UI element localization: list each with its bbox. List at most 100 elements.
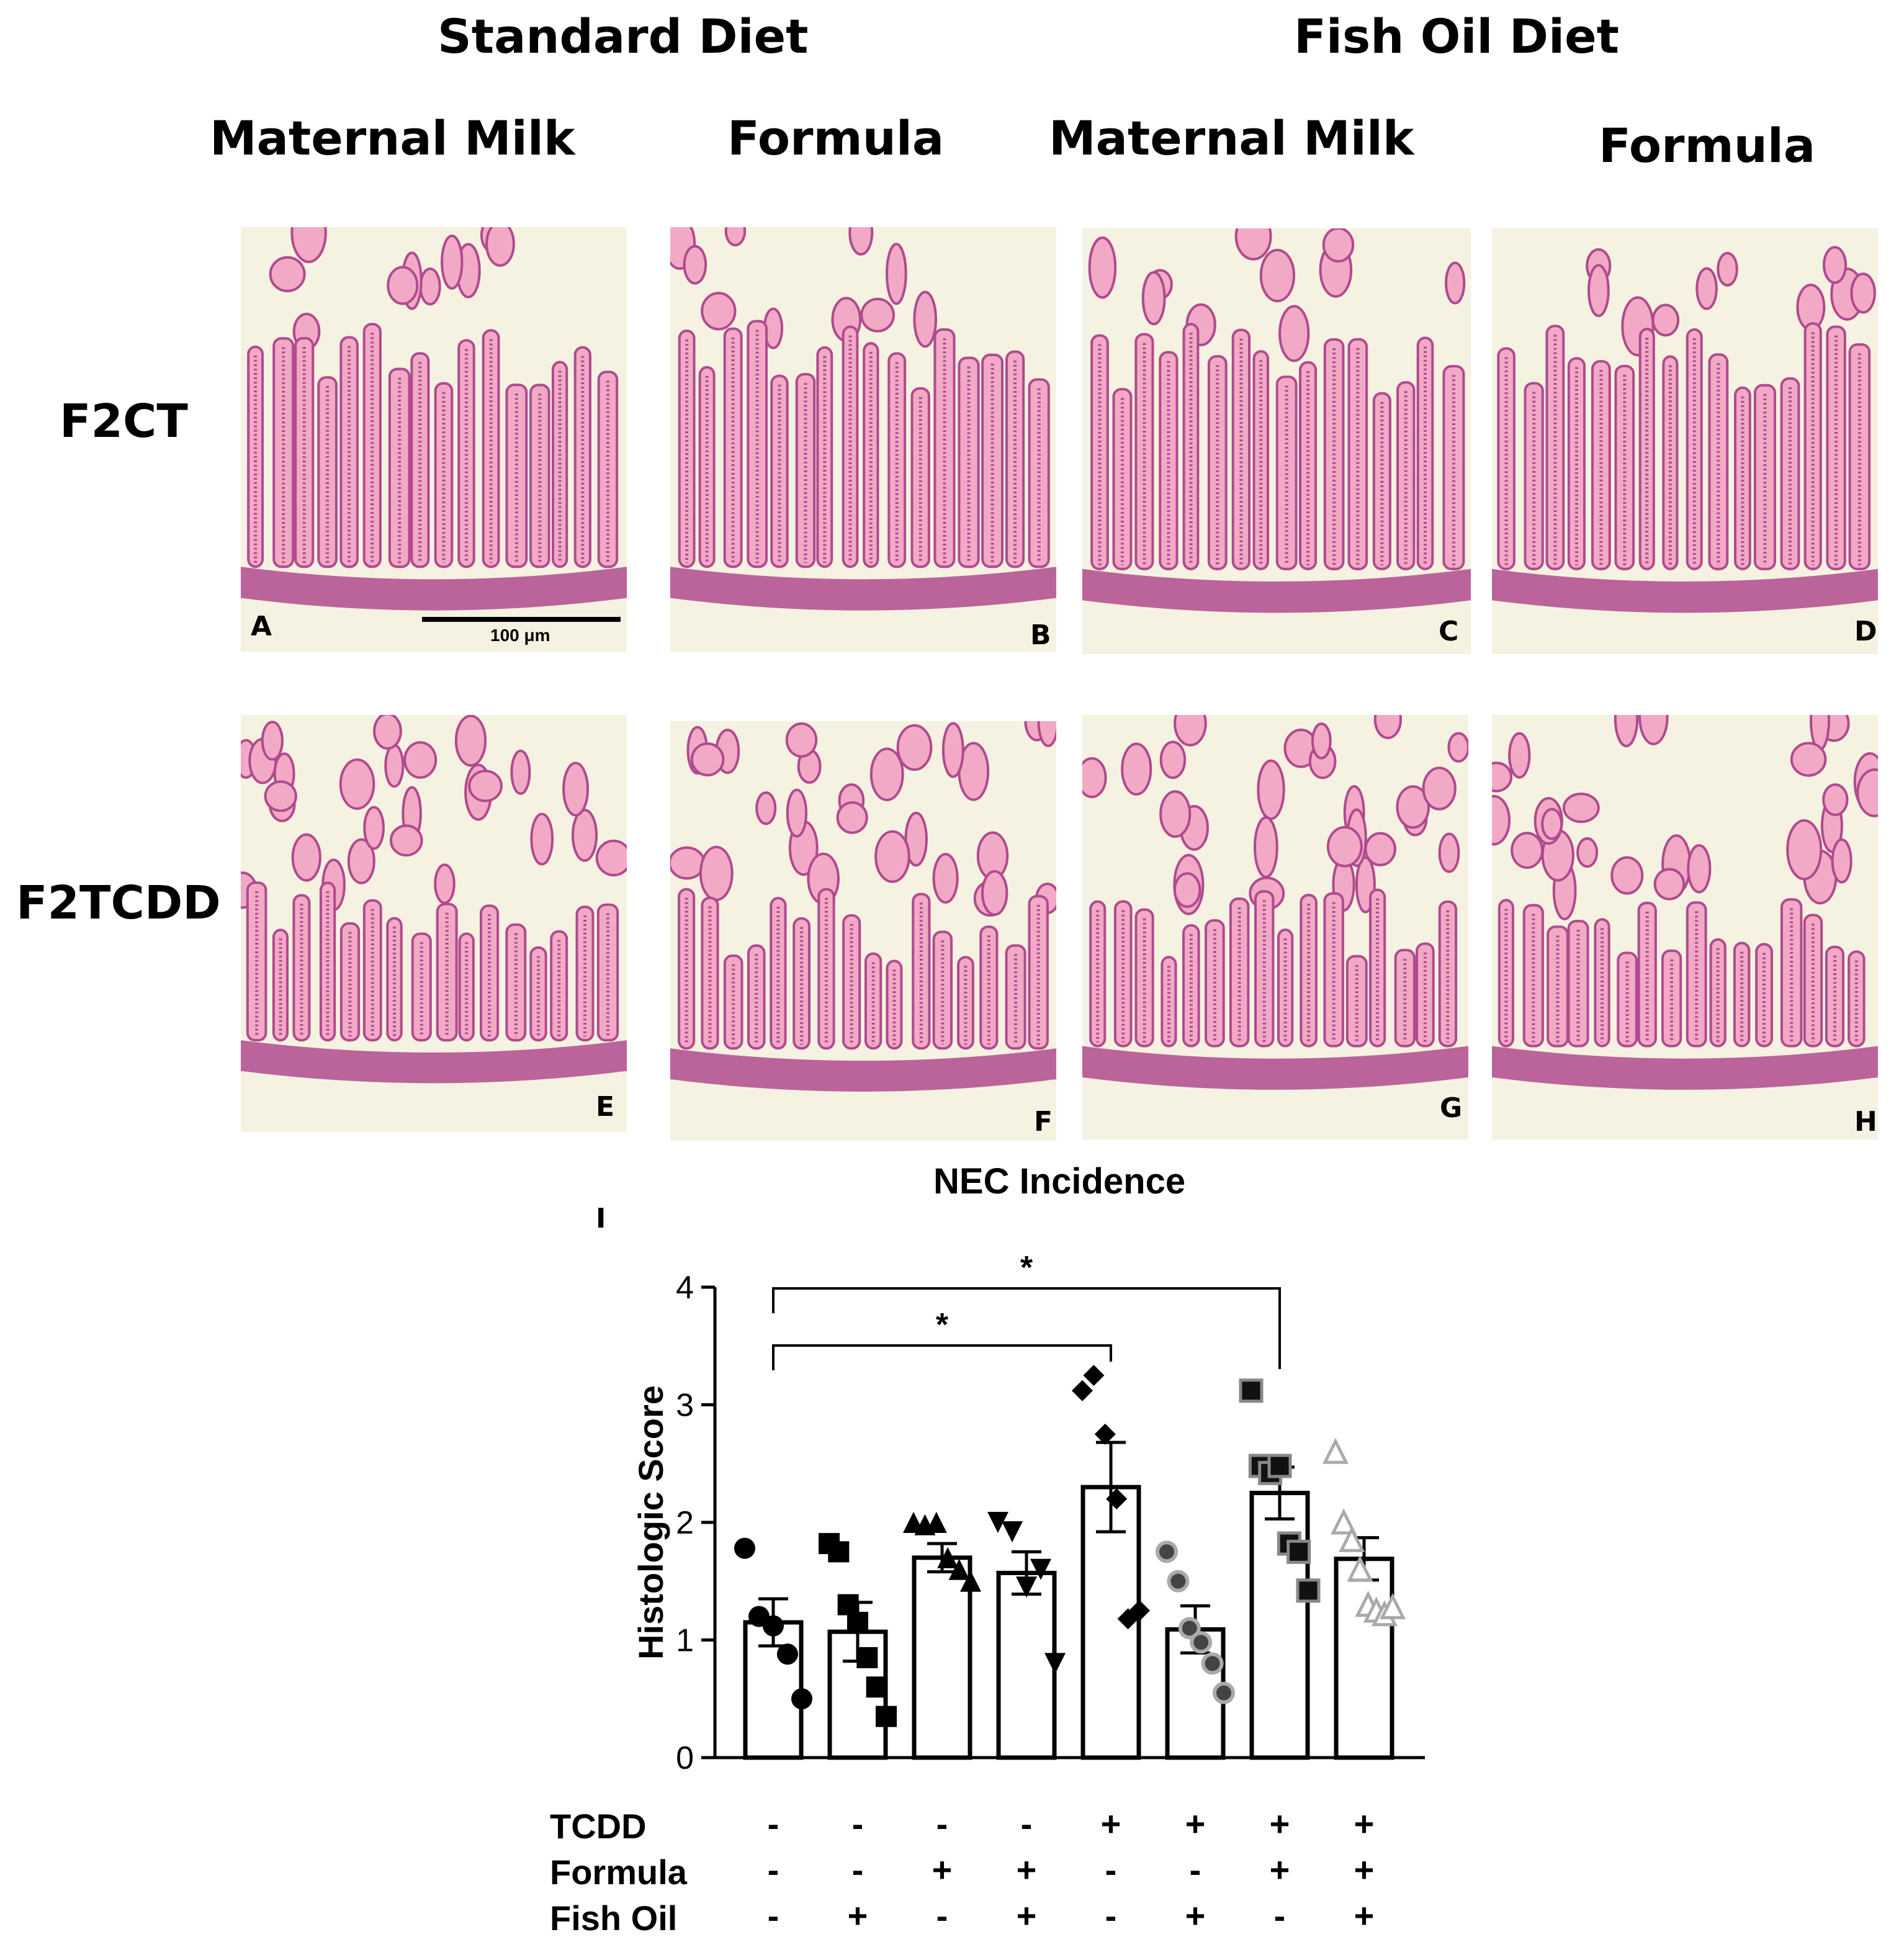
villus-fragment	[836, 801, 868, 834]
data-point	[1248, 1454, 1273, 1478]
villus-fragment	[1159, 740, 1187, 780]
villus	[575, 905, 595, 1042]
villus	[388, 367, 411, 568]
micrograph-image	[1492, 246, 1878, 613]
villus-fragment	[261, 721, 284, 761]
villus-fragment	[981, 870, 1008, 916]
factor-symbol: +	[1185, 1896, 1206, 1935]
villus-fragment	[670, 846, 706, 880]
villus	[1275, 375, 1298, 570]
villus-fragment	[530, 812, 554, 866]
villus	[770, 374, 789, 568]
villus	[1182, 923, 1200, 1048]
significance-marker: *	[936, 1307, 949, 1343]
villus-fragment	[264, 780, 297, 812]
micrograph-image	[670, 227, 1056, 611]
data-point	[1331, 1508, 1357, 1535]
villi-group	[670, 227, 1056, 611]
villus-fragment	[373, 715, 402, 750]
data-point	[1296, 1578, 1321, 1603]
micrograph-panel-c	[1082, 228, 1471, 654]
villus-fragment	[387, 266, 419, 305]
fish-oil-diet-heading: Fish Oil Diet	[1294, 9, 1619, 64]
micrograph-image	[1492, 715, 1878, 1090]
villus-fragment	[347, 838, 375, 884]
villus-fragment	[848, 227, 874, 256]
data-point	[914, 1514, 936, 1535]
villus-fragment	[1695, 267, 1718, 310]
villus-fragment	[1311, 722, 1332, 760]
villus-fragment	[1253, 815, 1278, 878]
villus-fragment	[913, 290, 938, 348]
data-point	[748, 1606, 770, 1627]
data-point	[1239, 1378, 1264, 1403]
villus	[457, 339, 475, 568]
factor-symbol: -	[768, 1850, 779, 1889]
y-axis-label: Histologic Score	[631, 1385, 670, 1660]
villus-fragment	[1831, 838, 1852, 884]
villus-fragment	[571, 809, 598, 862]
villus	[1594, 918, 1610, 1048]
villus	[1848, 343, 1871, 570]
data-point	[1371, 1600, 1398, 1627]
villus-fragment	[699, 845, 734, 901]
significance-bracket	[772, 1287, 1281, 1369]
villus	[529, 384, 550, 568]
micrograph-image	[1082, 228, 1471, 613]
villus-fragment	[1159, 790, 1192, 838]
villus	[1733, 941, 1751, 1048]
villus-fragment	[485, 227, 515, 267]
micrograph-panel-e	[241, 715, 627, 1132]
scale-bar	[422, 617, 621, 622]
data-point	[763, 1615, 784, 1637]
factor-symbol: -	[1105, 1896, 1117, 1935]
panel-letter-g: G	[1440, 1092, 1463, 1124]
villus	[863, 342, 879, 568]
villus	[505, 384, 528, 568]
villus-fragment	[1447, 732, 1468, 763]
factor-symbol: +	[1270, 1850, 1290, 1889]
villus	[1394, 948, 1416, 1048]
villus-fragment	[1259, 248, 1296, 303]
factor-symbol: +	[848, 1896, 868, 1935]
villus-fragment	[562, 762, 589, 817]
villus-fragment	[1422, 766, 1457, 811]
factor-label-formula: Formula	[550, 1853, 687, 1892]
villus-fragment	[595, 839, 627, 877]
data-point	[1258, 1460, 1283, 1485]
data-point	[1044, 1653, 1066, 1674]
villus-fragment	[896, 724, 933, 771]
y-tick-label: 0	[676, 1740, 694, 1776]
villus	[1617, 951, 1638, 1048]
data-point	[1363, 1596, 1390, 1623]
factor-symbol: +	[1017, 1850, 1037, 1889]
group-heading-maternal-milk-standard: Maternal Milk	[210, 110, 575, 166]
data-point	[777, 1643, 798, 1665]
villus-fragment	[1651, 303, 1680, 337]
panel-letter-c: C	[1439, 616, 1459, 647]
villus-fragment	[290, 227, 327, 264]
villus-fragment	[1856, 768, 1878, 817]
factor-symbol: -	[768, 1804, 779, 1843]
villus-fragment	[1396, 785, 1430, 829]
group-heading-maternal-milk-fishoil: Maternal Milk	[1049, 110, 1414, 166]
villus-fragment	[786, 788, 808, 838]
panel-letter-f: F	[1034, 1106, 1053, 1138]
villi-group	[1082, 715, 1468, 1090]
micrograph-image	[241, 715, 627, 1084]
factor-symbol: -	[1021, 1804, 1033, 1843]
villus-fragment	[389, 824, 423, 857]
villus-fragment	[1614, 715, 1639, 748]
crypt-band	[1492, 568, 1878, 613]
crypt-band	[670, 1048, 1056, 1092]
villus-fragment	[510, 749, 531, 795]
villus	[932, 930, 953, 1050]
villus	[1755, 943, 1773, 1048]
micrograph-panel-f	[670, 721, 1056, 1141]
villus-fragment	[1541, 807, 1563, 840]
villus-fragment	[1786, 819, 1823, 881]
panel-letter-a: A	[251, 611, 272, 642]
data-point	[1002, 1521, 1023, 1543]
factor-symbol: +	[1354, 1850, 1375, 1889]
factor-symbol: -	[852, 1804, 864, 1843]
